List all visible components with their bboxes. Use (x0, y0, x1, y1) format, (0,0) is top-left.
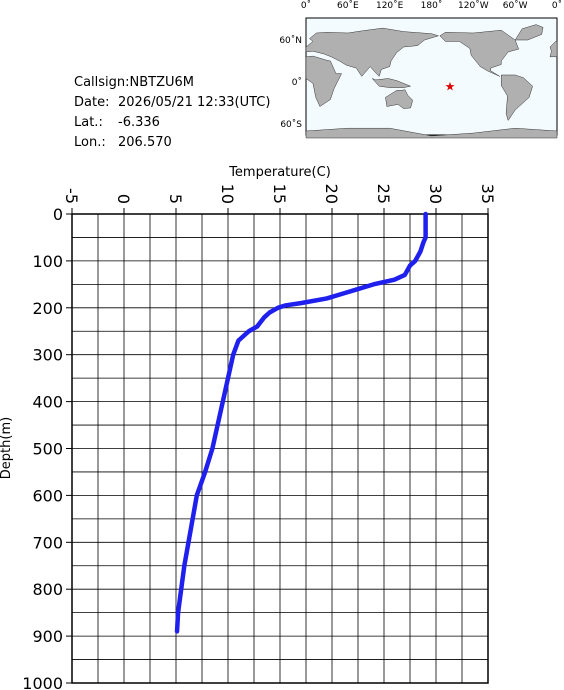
land (372, 78, 412, 88)
callsign: Callsign:NBTZU6M (74, 75, 194, 90)
date: 2026/05/21 12:33(UTC) (118, 95, 270, 110)
land (305, 55, 342, 107)
land (439, 29, 519, 77)
x-tick-label: 25 (374, 184, 393, 204)
land (305, 27, 440, 77)
y-tick-label: 600 (32, 486, 63, 505)
x-tick-label: 10 (218, 184, 237, 204)
map-lon-label: 120˚E (376, 0, 404, 11)
y-tick-label: 900 (32, 627, 63, 646)
map-lon-label: 120˚W (458, 0, 489, 11)
lat-label: Lat.: (74, 115, 103, 130)
station-marker: ★ (445, 79, 456, 93)
land (385, 89, 413, 109)
map-lon-label: 60˚E (337, 0, 359, 11)
y-tick-label: 800 (32, 580, 63, 599)
y-tick-label: 0 (53, 205, 63, 224)
land (549, 41, 558, 58)
plot-frame (71, 213, 489, 684)
x-axis-label: Temperature(C) (228, 165, 331, 180)
map-lon-label: 0˚ (552, 0, 562, 11)
map-lon-label: 60˚W (503, 0, 528, 11)
land (514, 24, 544, 41)
x-tick-label: 5 (166, 194, 185, 204)
y-tick-label: 700 (32, 533, 63, 552)
lat: -6.336 (118, 115, 160, 130)
y-tick-label: 300 (32, 346, 63, 365)
map-lat-label: 60˚N (279, 35, 302, 46)
y-tick-label: 200 (32, 299, 63, 318)
lon-label: Lon.: (74, 135, 106, 150)
lon: 206.570 (118, 135, 172, 150)
y-tick-label: 100 (32, 252, 63, 271)
profile-line (174, 211, 428, 634)
map-inset: 0˚ 60˚E 120˚E 180˚ 120˚W 60˚W 0˚ 60˚N 0˚ 60˚S ★ (279, 0, 562, 139)
map-lat-label: 0˚ (292, 77, 302, 88)
y-axis-label: Depth(m) (0, 417, 14, 479)
y-tick-label: 400 (32, 393, 63, 412)
map-lon-label: 180˚ (421, 0, 443, 11)
y-tick-label: 1000 (22, 674, 63, 690)
x-tick-label: -5 (62, 188, 81, 204)
map-lat-label: 60˚S (280, 119, 302, 130)
land (500, 74, 533, 122)
map-lon-label: 0˚ (301, 0, 311, 11)
y-tick-label: 500 (32, 440, 63, 459)
x-tick-label: 35 (478, 184, 497, 204)
land (305, 127, 558, 139)
date-label: Date: (74, 95, 109, 110)
x-tick-label: 30 (426, 184, 445, 204)
x-tick-label: 20 (322, 184, 341, 204)
x-tick-label: 15 (270, 184, 289, 204)
x-tick-label: 0 (114, 194, 133, 204)
